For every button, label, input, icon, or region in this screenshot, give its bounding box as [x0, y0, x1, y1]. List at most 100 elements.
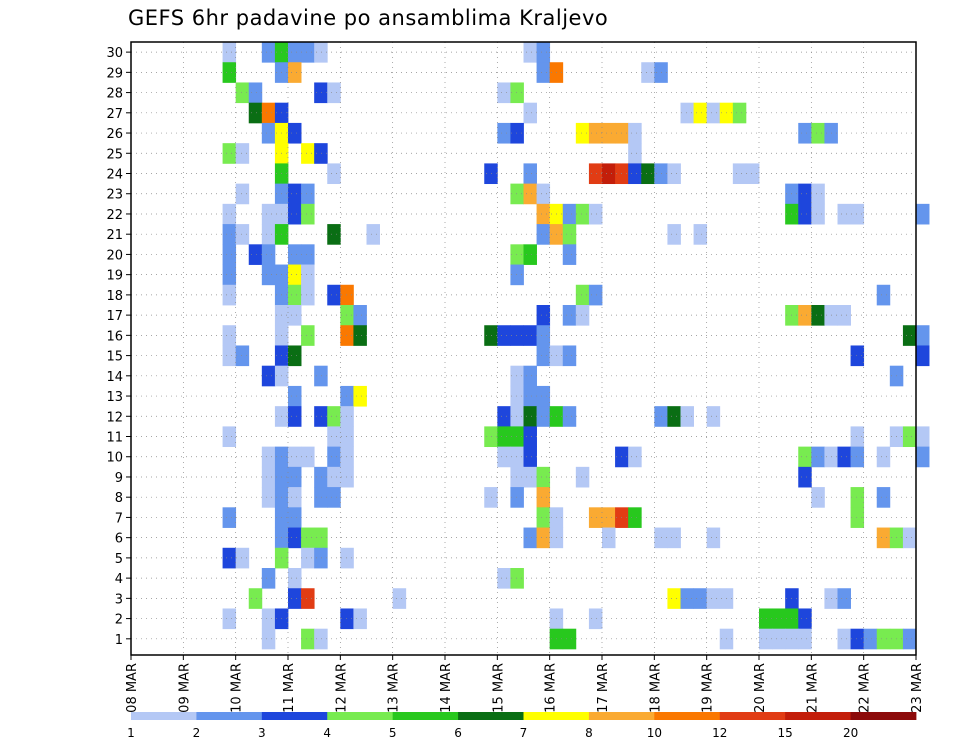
heatmap-cell	[261, 122, 276, 144]
heatmap-cell	[327, 163, 341, 185]
heatmap-cell	[340, 305, 354, 326]
heatmap-cell	[288, 203, 302, 225]
heatmap-cell	[837, 628, 851, 650]
heatmap-cell	[222, 224, 237, 245]
heatmap-cell	[523, 527, 537, 549]
heatmap-cell	[667, 224, 681, 245]
heatmap-cell	[314, 547, 328, 569]
heatmap-cell	[916, 446, 930, 468]
heatmap-cell	[876, 446, 891, 468]
heatmap-cell	[340, 608, 354, 630]
legend-label: 5	[389, 726, 397, 740]
heatmap-cell	[588, 608, 603, 630]
heatmap-cell	[536, 203, 551, 225]
heatmap-cell	[523, 244, 537, 265]
color-legend: 1 2 3 4 5 6 7 8 10 12 15 20	[127, 712, 917, 740]
heatmap-cell	[314, 487, 328, 508]
heatmap-cell	[248, 82, 263, 104]
heatmap-cell	[314, 406, 328, 427]
heatmap-cell	[261, 264, 276, 286]
heatmap-cell	[798, 446, 812, 468]
heatmap-cell	[288, 507, 302, 528]
heatmap-cell	[602, 507, 616, 528]
y-tick-label: 21	[106, 228, 123, 243]
heatmap-cell	[288, 527, 302, 549]
heatmap-cell	[510, 568, 524, 589]
heatmap-cell	[301, 203, 315, 225]
heatmap-cell	[340, 325, 354, 346]
heatmap-cell	[772, 628, 786, 650]
heatmap-cell	[248, 102, 263, 124]
heatmap-cell	[248, 244, 263, 265]
heatmap-cell	[602, 122, 616, 144]
heatmap-cell	[222, 62, 237, 83]
x-tick-label: 12 MAR	[334, 663, 349, 713]
heatmap-cell	[523, 365, 537, 387]
heatmap-cell	[235, 345, 250, 367]
heatmap-cell	[641, 163, 655, 185]
heatmap-cell	[575, 466, 590, 488]
grid-lines	[131, 42, 916, 655]
y-tick-label: 27	[106, 107, 123, 122]
heatmap-cell	[680, 406, 694, 427]
heatmap-cell	[510, 487, 524, 508]
heatmap-cell	[628, 446, 642, 468]
y-axis-ticks: 1234567891011121314151617181920212223242…	[106, 46, 131, 648]
heatmap-cell	[536, 183, 551, 205]
legend-swatch	[523, 712, 590, 720]
legend-swatch	[458, 712, 524, 720]
y-tick-label: 4	[115, 572, 123, 587]
heatmap-cell	[288, 487, 302, 508]
heatmap-cell	[510, 406, 524, 427]
heatmap-cell	[288, 385, 302, 407]
legend-label: 3	[258, 726, 266, 740]
heatmap-cell	[575, 203, 590, 225]
heatmap-cell	[392, 588, 407, 609]
heatmap-cell	[261, 102, 276, 124]
heatmap-cell	[222, 426, 237, 448]
legend-label: 20	[843, 726, 858, 740]
y-tick-label: 20	[106, 248, 123, 263]
heatmap-cell	[484, 163, 498, 185]
heatmap-cell	[288, 122, 302, 144]
heatmap-cell	[772, 608, 786, 630]
y-tick-label: 13	[106, 390, 123, 405]
heatmap-cell	[340, 385, 354, 407]
y-tick-label: 26	[106, 127, 123, 142]
heatmap-cell	[261, 446, 276, 468]
heatmap-cell	[562, 406, 577, 427]
heatmap-cell	[288, 345, 302, 367]
heatmap-cell	[667, 406, 681, 427]
heatmap-cell	[261, 224, 276, 245]
heatmap-cell	[798, 183, 812, 205]
heatmap-cell	[340, 446, 354, 468]
chart-title: GEFS 6hr padavine po ansamblima Kraljevo	[128, 6, 609, 30]
heatmap-cell	[850, 628, 865, 650]
heatmap-cell	[732, 102, 747, 124]
heatmap-cell	[301, 628, 315, 650]
heatmap-cell	[876, 284, 891, 306]
heatmap-cell	[916, 325, 930, 346]
heatmap-cell	[798, 628, 812, 650]
heatmap-cell	[484, 325, 498, 346]
heatmap-cell	[837, 588, 851, 609]
heatmap-cell	[301, 244, 315, 265]
heatmap-cell	[523, 385, 537, 407]
heatmap-cell	[916, 426, 930, 448]
y-tick-label: 19	[106, 269, 123, 284]
heatmap-cell	[222, 244, 237, 265]
x-tick-label: 18 MAR	[648, 663, 663, 713]
heatmap-cell	[301, 547, 315, 569]
heatmap-cell	[798, 305, 812, 326]
heatmap-cell	[759, 628, 773, 650]
heatmap-cell	[523, 42, 537, 63]
heatmap-cell	[327, 224, 341, 245]
heatmap-cell	[497, 426, 511, 448]
heatmap-cell	[314, 143, 328, 164]
heatmap-cell	[288, 264, 302, 286]
y-tick-label: 16	[106, 329, 123, 344]
heatmap-cell	[850, 446, 865, 468]
heatmap-cell	[288, 183, 302, 205]
heatmap-cell	[327, 284, 341, 306]
heatmap-cell	[222, 325, 237, 346]
